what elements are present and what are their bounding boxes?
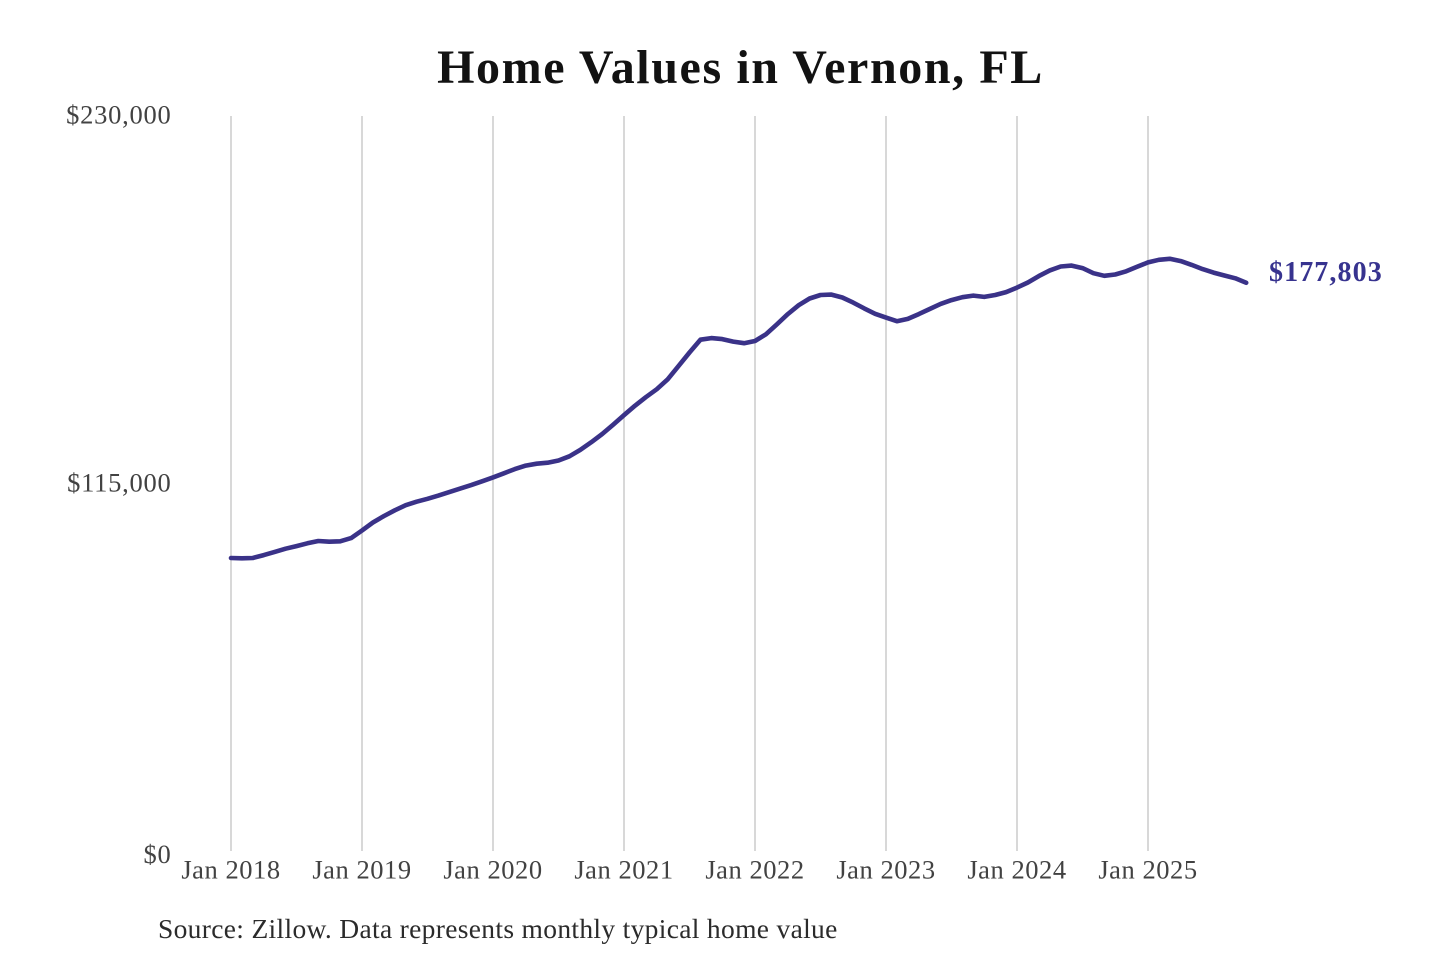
svg-text:$115,000: $115,000: [67, 468, 171, 498]
svg-text:Jan 2021: Jan 2021: [574, 855, 673, 885]
svg-text:Jan 2025: Jan 2025: [1098, 855, 1197, 885]
svg-text:$230,000: $230,000: [66, 100, 171, 130]
svg-text:Jan 2022: Jan 2022: [705, 855, 804, 885]
svg-text:$177,803: $177,803: [1269, 257, 1383, 288]
svg-text:Home Values in Vernon, FL: Home Values in Vernon, FL: [437, 41, 1044, 94]
svg-text:Jan 2018: Jan 2018: [181, 855, 280, 885]
svg-text:Source: Zillow. Data represent: Source: Zillow. Data represents monthly …: [158, 913, 838, 944]
svg-text:Jan 2020: Jan 2020: [443, 855, 542, 885]
svg-text:Jan 2019: Jan 2019: [312, 855, 411, 885]
svg-text:$0: $0: [144, 839, 172, 869]
svg-text:Jan 2023: Jan 2023: [836, 855, 935, 885]
svg-text:Jan 2024: Jan 2024: [967, 855, 1066, 885]
